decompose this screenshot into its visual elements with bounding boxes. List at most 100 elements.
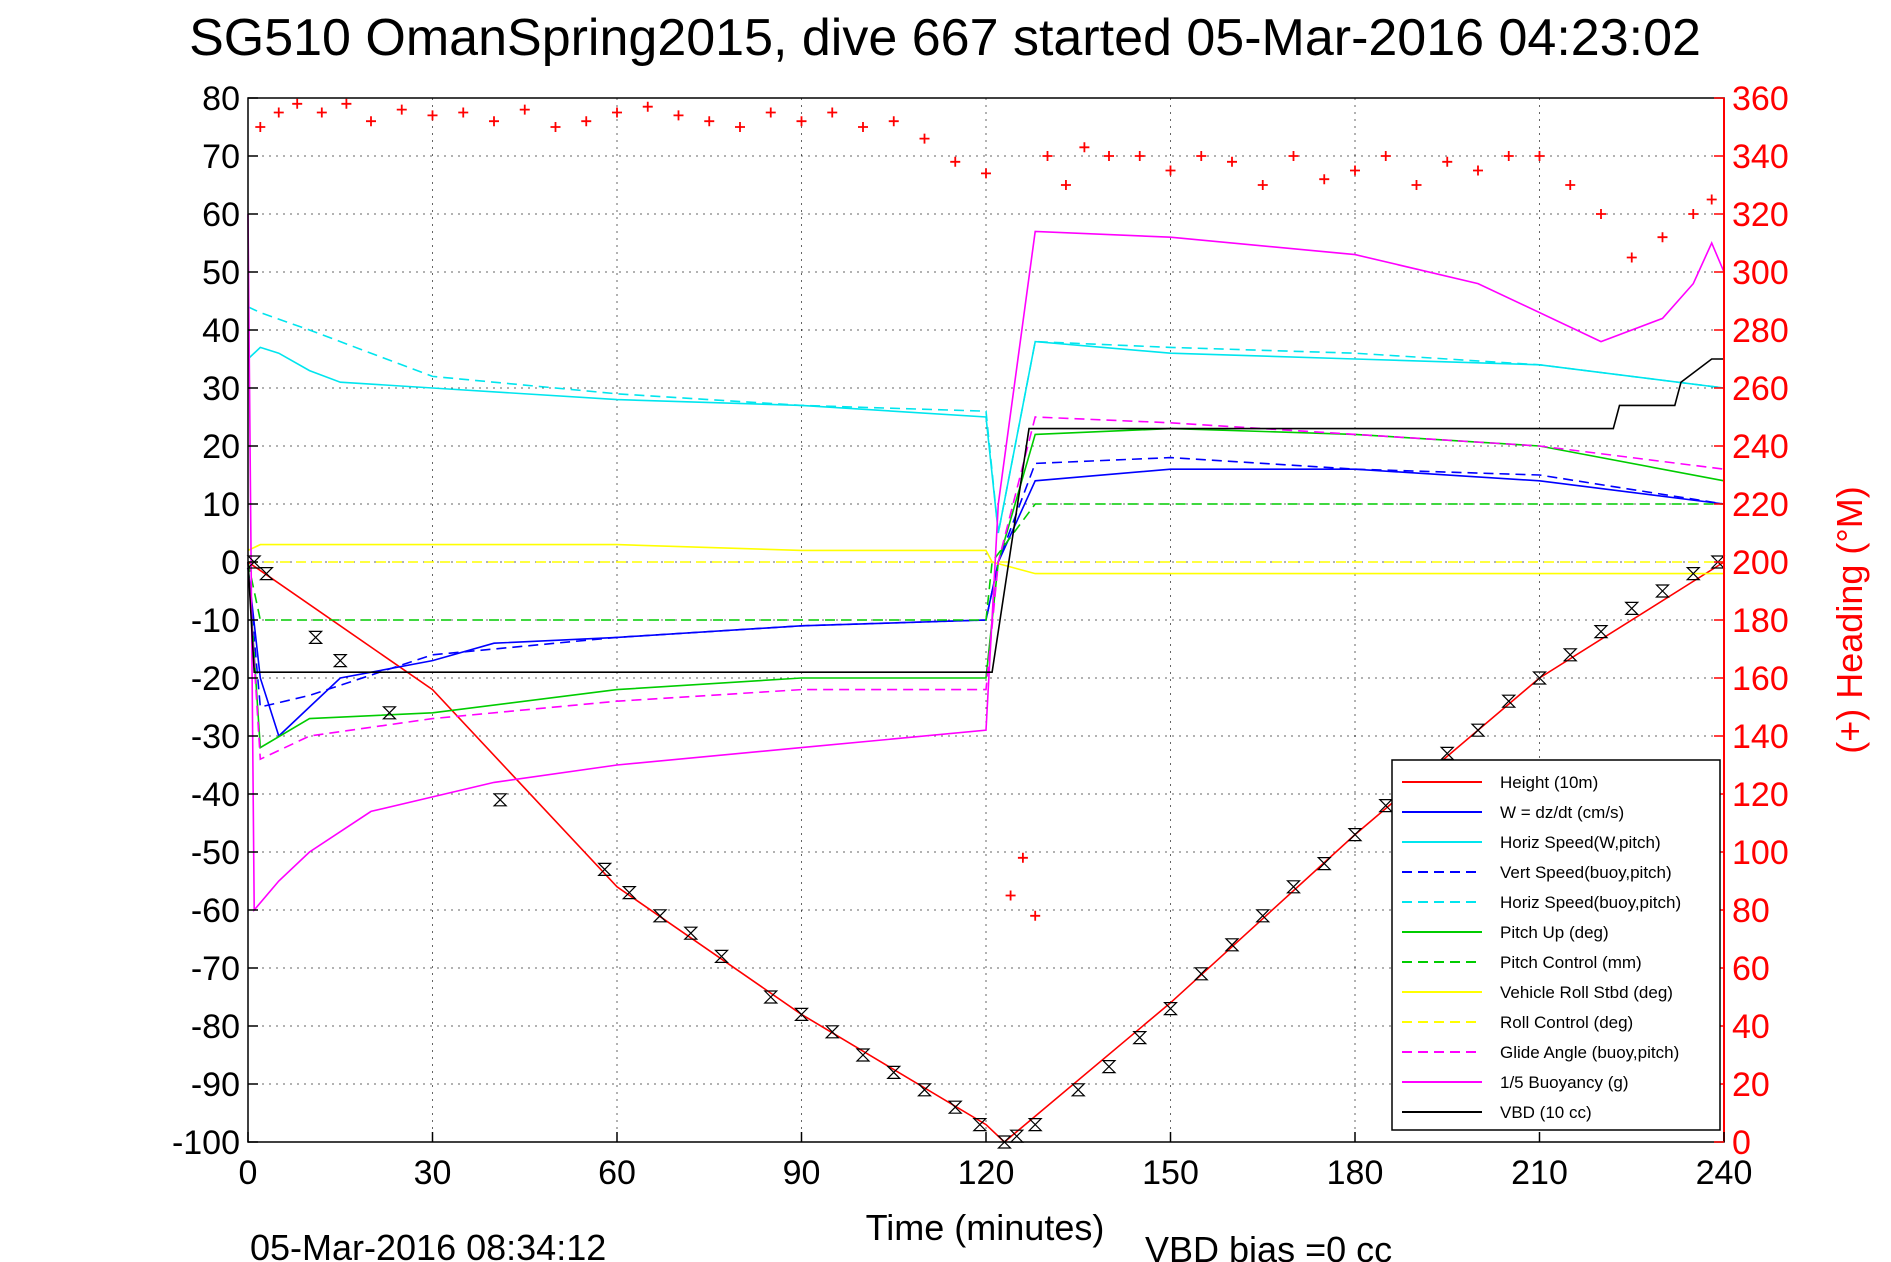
x-tick-label: 180	[1327, 1154, 1384, 1192]
heading-point	[1017, 852, 1028, 863]
vbd-marker	[1255, 909, 1271, 923]
legend-label-6: Pitch Control (mm)	[1500, 953, 1642, 972]
heading-point	[1227, 156, 1237, 167]
y2-tick-label: 320	[1732, 196, 1789, 234]
legend-label-5: Pitch Up (deg)	[1500, 923, 1609, 942]
y2-tick-label: 280	[1732, 312, 1789, 350]
heading-point	[704, 116, 715, 127]
heading-point	[981, 168, 991, 179]
vbd-marker	[1101, 1060, 1117, 1074]
heading-point	[1104, 151, 1114, 161]
vbd-marker	[652, 909, 668, 923]
heading-point	[1288, 151, 1299, 161]
vbd-marker	[1685, 567, 1701, 581]
heading-point	[1565, 180, 1576, 190]
vbd-marker	[1163, 1002, 1178, 1016]
vbd-marker	[259, 567, 274, 581]
heading-point	[366, 116, 376, 127]
legend-box	[1391, 759, 1721, 1131]
y2-tick-label: 0	[1732, 1124, 1751, 1162]
y-tick-label: 20	[202, 428, 240, 466]
heading-point	[341, 98, 352, 109]
series-line-11	[247, 358, 1724, 674]
heading-point	[1442, 156, 1453, 167]
vbd-marker	[1070, 1083, 1086, 1097]
x-tick-label: 120	[958, 1154, 1015, 1192]
heading-point	[1042, 151, 1053, 161]
heading-point	[1079, 142, 1090, 153]
legend-label-9: Glide Angle (buoy,pitch)	[1500, 1043, 1679, 1062]
heading-point	[1503, 151, 1514, 161]
vbd-marker	[997, 1135, 1012, 1149]
y-tick-label: -30	[191, 718, 240, 756]
heading-point	[1134, 151, 1145, 161]
heading-point	[458, 107, 469, 118]
heading-point	[1688, 209, 1699, 219]
y-tick-label: 30	[202, 370, 240, 408]
y2-tick-label: 360	[1732, 80, 1789, 118]
y-tick-label: -60	[191, 892, 240, 930]
series-line-0	[247, 561, 1725, 1144]
heading-point	[642, 101, 653, 112]
axis-ticks: 0 30 60 90 120 150 180 210 24080706050403020100-…	[172, 80, 1789, 1192]
x-tick-label: 60	[598, 1154, 636, 1192]
vbd-marker	[308, 630, 324, 644]
chart-title: SG510 OmanSpring2015, dive 667 started 0…	[189, 9, 1701, 67]
vbd-marker	[1224, 938, 1240, 952]
series-layer	[247, 213, 1725, 1144]
y2-tick-label: 140	[1732, 718, 1789, 756]
vbd-marker	[1655, 584, 1670, 598]
y-tick-label: -50	[191, 834, 240, 872]
x-tick-label: 210	[1511, 1154, 1568, 1192]
y-tick-label: 0	[221, 544, 240, 582]
heading-point	[1473, 165, 1483, 176]
heading-point	[765, 107, 776, 118]
heading-point	[1165, 165, 1176, 176]
heading-point	[950, 156, 961, 167]
y-tick-label: -80	[191, 1008, 240, 1046]
y-tick-label: 60	[202, 196, 240, 234]
vbd-marker	[947, 1100, 963, 1114]
legend-label-10: 1/5 Buoyancy (g)	[1500, 1073, 1629, 1092]
legend-label-11: VBD (10 cc)	[1500, 1103, 1592, 1122]
heading-point	[796, 116, 807, 127]
vbd-marker	[1470, 723, 1486, 737]
heading-point	[1534, 151, 1545, 161]
heading-point	[858, 122, 868, 132]
y2-tick-label: 220	[1732, 486, 1789, 524]
y-tick-label: -90	[191, 1066, 240, 1104]
legend-label-7: Vehicle Roll Stbd (deg)	[1500, 983, 1673, 1002]
vbd-marker	[1562, 648, 1578, 662]
y2-tick-label: 300	[1732, 254, 1789, 292]
heading-point	[1350, 165, 1360, 176]
vbd-marker	[1132, 1031, 1148, 1045]
y2-tick-label: 260	[1732, 370, 1789, 408]
heading-point	[519, 104, 530, 115]
vbd-marker	[597, 862, 613, 876]
vbd-marker	[683, 926, 699, 940]
legend-label-0: Height (10m)	[1500, 773, 1598, 792]
heading-point	[735, 122, 745, 132]
heading-point	[1257, 180, 1268, 190]
heading-point	[1060, 180, 1071, 190]
x-tick-label: 30	[414, 1154, 452, 1192]
y-tick-label: 40	[202, 312, 240, 350]
heading-point	[396, 104, 407, 115]
y-tick-label: -100	[172, 1124, 240, 1162]
vbd-marker	[855, 1048, 871, 1062]
vbd-marker	[714, 949, 729, 963]
vbd-marker	[1593, 625, 1609, 639]
heading-point	[489, 116, 499, 127]
vbd-marker	[824, 1025, 840, 1039]
heading-point	[273, 107, 284, 118]
y2-tick-label: 160	[1732, 660, 1789, 698]
y2-tick-label: 100	[1732, 834, 1789, 872]
vbd-marker	[1286, 880, 1301, 894]
series-line-4	[247, 306, 1725, 534]
heading-point	[1380, 151, 1391, 161]
y2-tick-label: 20	[1732, 1066, 1770, 1104]
y2-tick-label: 120	[1732, 776, 1789, 814]
vbd-marker	[763, 990, 779, 1004]
heading-point	[1411, 180, 1422, 190]
